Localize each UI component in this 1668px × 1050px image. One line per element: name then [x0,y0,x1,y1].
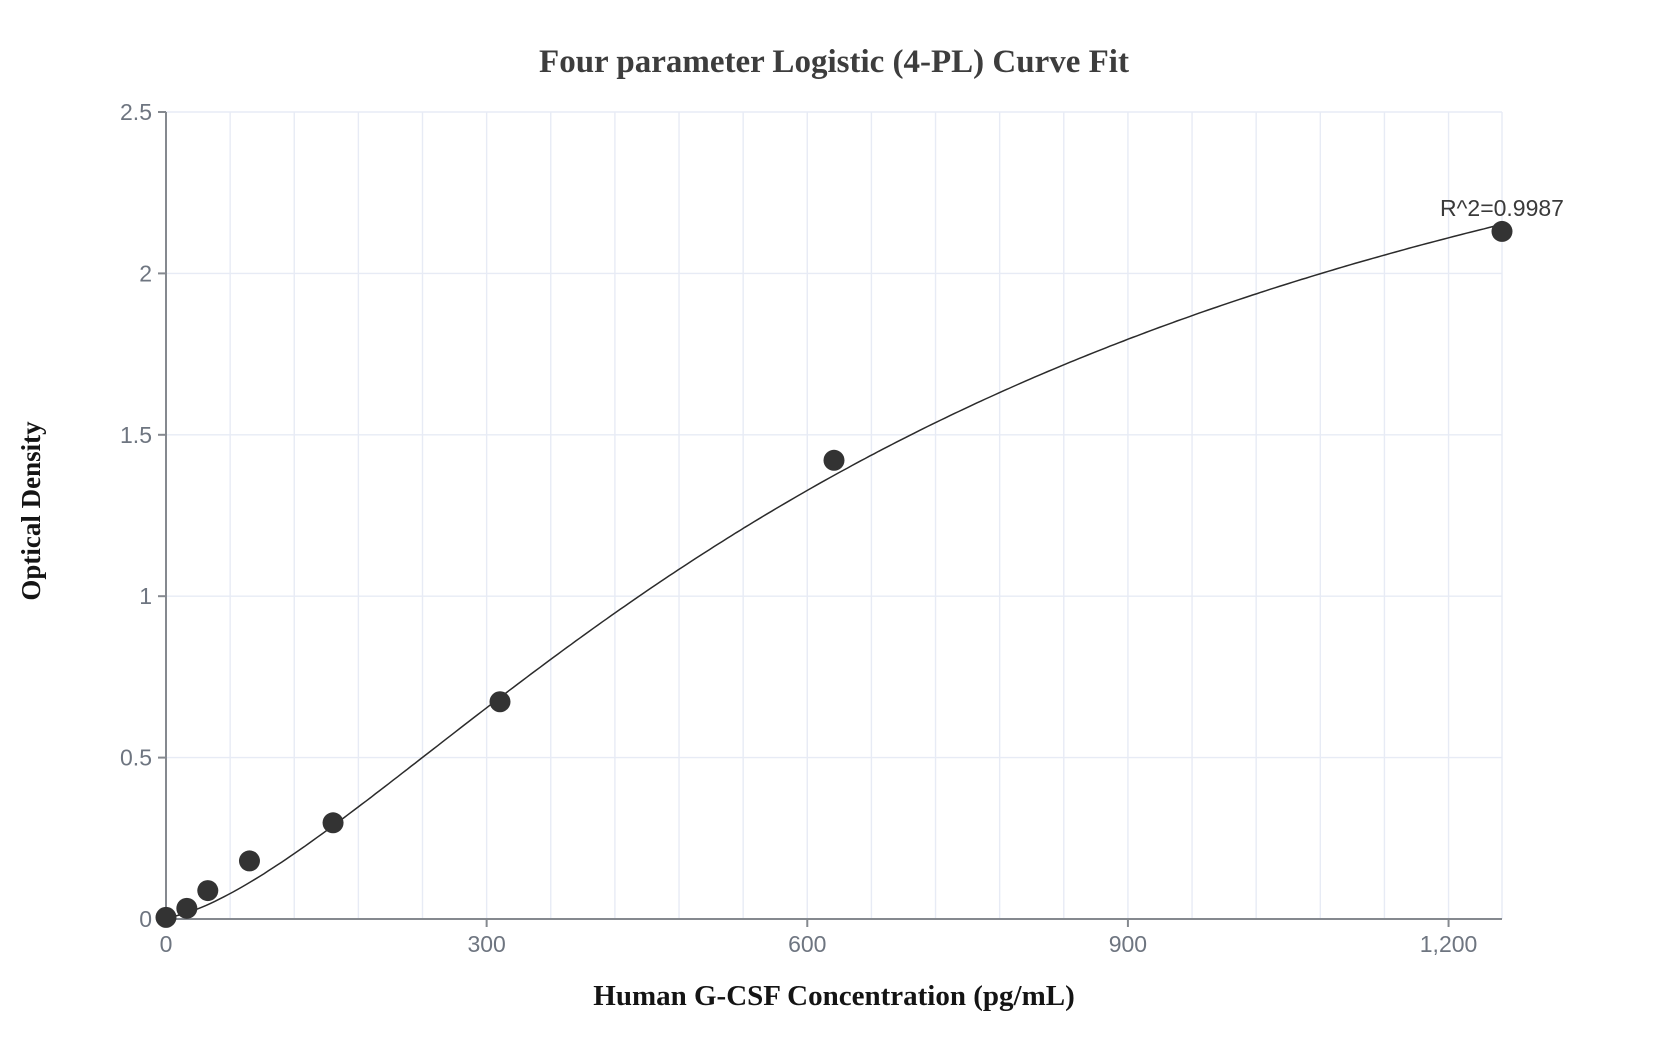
data-point [238,850,260,872]
y-tick-label: 2 [139,260,152,286]
y-tick-label: 0 [139,906,152,932]
data-point [155,906,177,928]
chart-title: Four parameter Logistic (4-PL) Curve Fit [539,44,1129,80]
x-tick-label: 300 [467,931,505,957]
data-point [489,691,511,713]
x-axis-title: Human G-CSF Concentration (pg/mL) [593,980,1075,1012]
data-point [823,449,845,471]
y-tick-label: 1.5 [120,422,152,448]
data-point [322,812,344,834]
x-tick-label: 1,200 [1420,931,1478,957]
fit-curve [165,223,1503,919]
x-tick-label: 600 [788,931,826,957]
x-tick-label: 900 [1109,931,1147,957]
y-tick-label: 0.5 [120,745,152,771]
r-squared-annotation: R^2=0.9987 [1440,195,1564,221]
y-tick-label: 1 [139,583,152,609]
y-tick-label: 2.5 [120,99,152,125]
data-point [176,897,198,919]
data-point [197,880,219,902]
data-point [1491,220,1513,242]
x-tick-label: 0 [160,931,173,957]
